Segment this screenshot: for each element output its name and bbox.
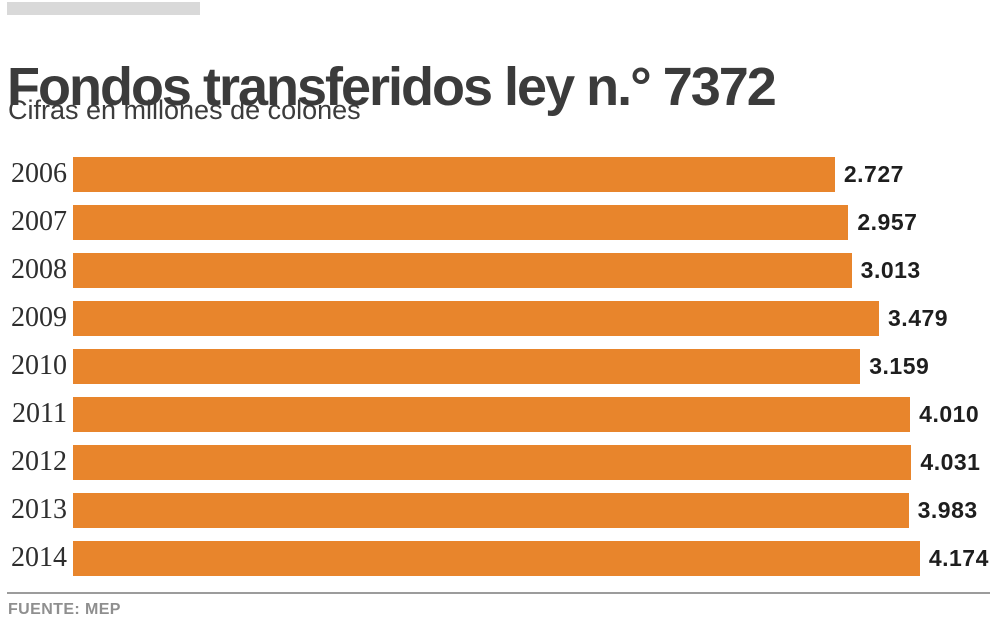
chart-row: 2010 3.159 — [0, 342, 997, 390]
year-label: 2011 — [12, 398, 67, 429]
footer-divider — [7, 592, 990, 594]
bar — [73, 540, 920, 576]
value-label: 2.957 — [857, 208, 918, 235]
value-label: 3.159 — [869, 352, 930, 379]
bar — [73, 396, 911, 432]
bar — [73, 492, 909, 528]
value-label: 3.479 — [888, 304, 949, 331]
bar-chart: 2006 2.727 2007 2.957 2008 3.013 2009 3.479 2010… — [0, 150, 997, 582]
year-label: 2014 — [11, 542, 67, 573]
chart-title: Fondos transferidos ley n.° 7372 — [7, 57, 777, 118]
chart-row: 2014 4.174 — [0, 534, 997, 582]
bar — [73, 444, 912, 480]
year-label: 2009 — [11, 302, 67, 333]
year-label: 2006 — [11, 158, 67, 189]
bar — [73, 348, 861, 384]
value-label: 3.013 — [860, 256, 921, 283]
bar — [73, 252, 852, 288]
bar — [73, 300, 880, 336]
chart-row: 2013 3.983 — [0, 486, 997, 534]
value-label: 4.031 — [920, 448, 981, 475]
year-label: 2007 — [11, 206, 67, 237]
chart-row: 2008 3.013 — [0, 246, 997, 294]
chart-row: 2007 2.957 — [0, 198, 997, 246]
chart-row: 2011 4.010 — [0, 390, 997, 438]
value-label: 3.983 — [917, 496, 978, 523]
year-label: 2010 — [11, 350, 67, 381]
source-label: FUENTE: MEP — [8, 601, 121, 618]
value-label: 4.010 — [919, 400, 980, 427]
chart-row: 2012 4.031 — [0, 438, 997, 486]
chart-row: 2006 2.727 — [0, 150, 997, 198]
value-label: 2.727 — [843, 160, 904, 187]
year-label: 2008 — [11, 254, 67, 285]
bar — [73, 156, 835, 192]
chart-subtitle: Cifras en millones de colones — [8, 95, 361, 125]
year-label: 2013 — [11, 494, 67, 525]
year-label: 2012 — [11, 446, 67, 477]
bar — [73, 204, 849, 240]
chart-row: 2009 3.479 — [0, 294, 997, 342]
value-label: 4.174 — [928, 544, 989, 571]
kicker-bar — [7, 2, 200, 15]
